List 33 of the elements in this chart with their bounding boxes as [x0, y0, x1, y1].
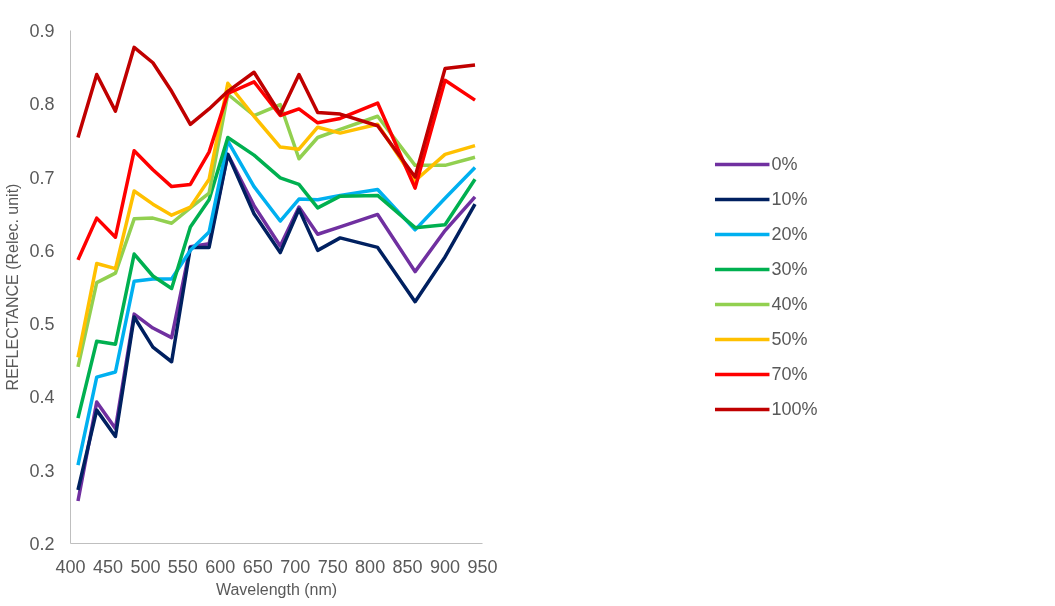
- legend-label: 30%: [771, 258, 808, 280]
- x-tick-label: 850: [392, 556, 423, 577]
- y-tick-label: 0.5: [29, 314, 55, 335]
- legend-label: 40%: [771, 293, 808, 315]
- y-tick-label: 0.8: [29, 94, 55, 115]
- line-series: [76, 78, 477, 262]
- x-axis-title: Wavelength (nm): [215, 580, 338, 598]
- y-axis-title: REFLECTANCE (Relec. unit): [4, 183, 22, 391]
- x-tick-label: 450: [92, 556, 123, 577]
- legend-label: 0%: [771, 153, 798, 175]
- y-tick-label: 0.2: [29, 534, 55, 554]
- x-tick-label: 750: [317, 556, 348, 577]
- x-tick-label: 400: [55, 556, 86, 577]
- x-tick-label: 950: [467, 556, 498, 577]
- x-tick-label: 700: [280, 556, 311, 577]
- legend-label: 100%: [771, 398, 818, 420]
- x-tick-label: 900: [430, 556, 461, 577]
- y-tick-label: 0.9: [29, 21, 55, 41]
- line-series: [76, 135, 477, 420]
- y-tick-label: 0.3: [29, 460, 55, 481]
- y-tick-label: 0.4: [29, 387, 55, 408]
- x-tick-label: 800: [355, 556, 386, 577]
- legend-label: 20%: [771, 223, 808, 245]
- x-tick-label: 550: [167, 556, 198, 577]
- y-tick-label: 0.6: [29, 240, 55, 261]
- x-tick-label: 600: [205, 556, 236, 577]
- legend-label: 50%: [771, 328, 808, 350]
- legend-label: 10%: [771, 188, 808, 210]
- x-tick-label: 500: [130, 556, 161, 577]
- y-tick-label: 0.7: [29, 167, 55, 188]
- line-series: [76, 45, 477, 179]
- legend-label: 70%: [771, 363, 808, 385]
- x-tick-label: 650: [242, 556, 273, 577]
